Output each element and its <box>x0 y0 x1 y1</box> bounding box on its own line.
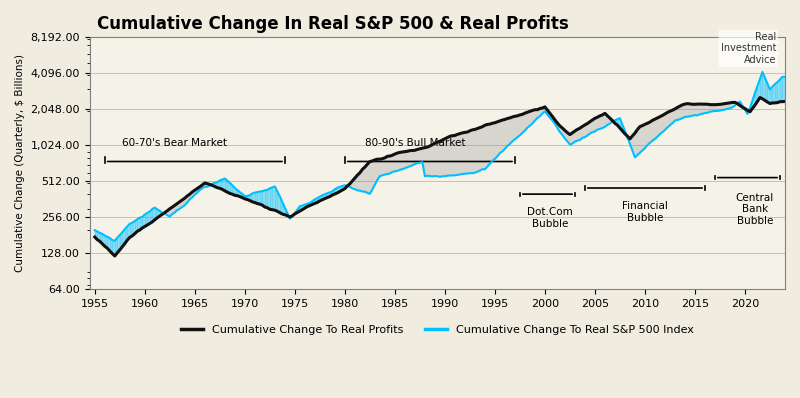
Text: Cumulative Change In Real S&P 500 & Real Profits: Cumulative Change In Real S&P 500 & Real… <box>97 15 569 33</box>
Text: Financial
Bubble: Financial Bubble <box>622 201 668 222</box>
Text: 60-70's Bear Market: 60-70's Bear Market <box>122 138 227 148</box>
Text: Real
Investment
Advice: Real Investment Advice <box>721 32 776 65</box>
Legend: Cumulative Change To Real Profits, Cumulative Change To Real S&P 500 Index: Cumulative Change To Real Profits, Cumul… <box>176 320 698 339</box>
Text: 80-90's Bull Market: 80-90's Bull Market <box>365 138 465 148</box>
Y-axis label: Cumulative Change (Quarterly, $ Billions): Cumulative Change (Quarterly, $ Billions… <box>15 54 25 272</box>
Text: Dot.Com
Bubble: Dot.Com Bubble <box>527 207 573 228</box>
Text: Central
Bank
Bubble: Central Bank Bubble <box>736 193 774 226</box>
